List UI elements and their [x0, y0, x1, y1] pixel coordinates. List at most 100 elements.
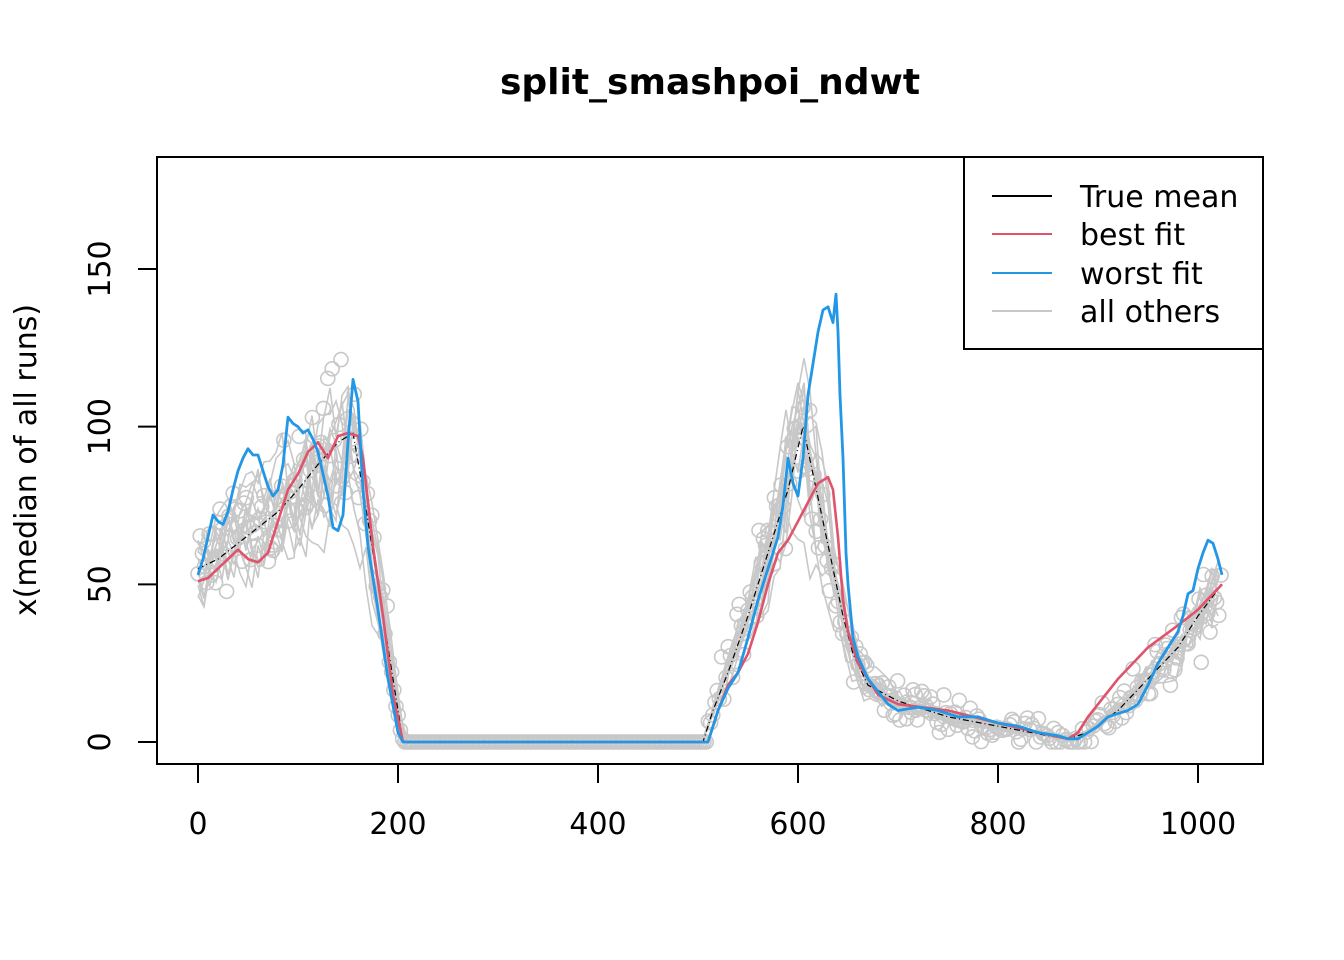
- observation-point: [720, 638, 737, 655]
- observation-point: [207, 574, 224, 591]
- observation-point: [324, 360, 341, 377]
- other-run-line: [197, 406, 1219, 743]
- other-run-line: [197, 420, 1219, 743]
- x-tick-label: 200: [369, 807, 426, 842]
- observation-point: [889, 673, 906, 689]
- y-axis-title: x(median of all runs): [9, 304, 44, 616]
- y-tick-label: 0: [83, 732, 118, 751]
- observation-point: [322, 447, 338, 464]
- observation-point: [951, 692, 968, 709]
- observation-point: [814, 486, 831, 503]
- observation-point: [1096, 715, 1113, 732]
- y-axis: 0 50 100 150: [83, 240, 158, 752]
- observation-point: [341, 448, 358, 465]
- observation-point: [243, 551, 259, 568]
- chart-title: split_smashpoi_ndwt: [500, 62, 920, 103]
- legend-label-best-fit: best fit: [1080, 218, 1185, 253]
- observation-point: [335, 468, 352, 484]
- observation-point: [280, 513, 297, 529]
- observation-point: [781, 475, 798, 492]
- observation-point: [924, 696, 941, 712]
- observation-point: [218, 583, 235, 600]
- observation-point: [315, 400, 332, 417]
- observation-point: [766, 489, 783, 506]
- observation-point: [1147, 636, 1163, 653]
- observation-point: [779, 438, 796, 455]
- legend-label-all-others: all others: [1080, 295, 1220, 330]
- observation-point: [1204, 568, 1220, 585]
- observation-point: [940, 721, 957, 738]
- observation-point: [773, 477, 789, 493]
- all-others-layer: [190, 351, 1229, 750]
- observation-point: [199, 574, 215, 591]
- observation-point: [302, 462, 319, 479]
- observation-point: [880, 678, 897, 695]
- observation-point: [753, 555, 770, 572]
- observation-point: [792, 417, 809, 434]
- observation-point: [909, 712, 926, 728]
- observation-point: [1189, 613, 1205, 630]
- x-tick-label: 0: [188, 807, 207, 842]
- observation-point: [806, 466, 822, 483]
- observation-point: [1171, 636, 1187, 653]
- observation-point: [319, 370, 336, 387]
- legend-label-worst-fit: worst fit: [1080, 257, 1203, 292]
- series-lines-layer: [196, 292, 1224, 744]
- legend-label-true-mean: True mean: [1079, 180, 1238, 215]
- observation-point: [1202, 624, 1218, 640]
- x-tick-label: 800: [969, 807, 1026, 842]
- observation-point: [286, 471, 303, 488]
- observation-point: [830, 593, 847, 610]
- observation-point: [1186, 620, 1203, 637]
- observation-point: [1012, 731, 1029, 748]
- observation-point: [770, 506, 787, 523]
- observation-point: [817, 538, 833, 554]
- observation-point: [326, 432, 343, 449]
- x-axis: 0 200 400 600 800 1000: [188, 763, 1236, 842]
- observation-point: [845, 674, 862, 690]
- legend: True mean best fit worst fit all others: [963, 156, 1264, 350]
- observation-point: [273, 478, 290, 494]
- observation-point: [731, 596, 748, 613]
- observation-point: [264, 542, 281, 559]
- x-tick-label: 400: [569, 807, 626, 842]
- observation-point: [931, 724, 948, 741]
- legend-box: [963, 156, 1264, 350]
- observation-point: [306, 489, 323, 506]
- observation-point: [238, 489, 255, 506]
- observation-point: [333, 351, 349, 368]
- x-tick-label: 1000: [1160, 807, 1236, 842]
- observation-point: [916, 687, 932, 704]
- observation-point: [821, 582, 838, 599]
- observation-point: [203, 567, 219, 583]
- observation-point: [247, 525, 263, 542]
- worst-fit-line: [196, 292, 1224, 744]
- observation-point: [704, 707, 721, 723]
- observation-point: [258, 514, 275, 530]
- observation-point: [797, 458, 814, 475]
- observation-point: [1193, 654, 1209, 671]
- x-tick-label: 600: [769, 807, 826, 842]
- observation-point: [810, 539, 827, 556]
- observation-point: [304, 409, 321, 426]
- other-run-line: [197, 424, 1219, 743]
- observation-point: [1162, 677, 1179, 694]
- observation-point: [350, 489, 367, 506]
- observation-point: [317, 497, 334, 514]
- observation-point: [1083, 733, 1099, 750]
- observation-point: [801, 402, 818, 419]
- y-tick-label: 150: [83, 240, 118, 297]
- observation-point: [1030, 710, 1047, 727]
- observation-point: [935, 687, 952, 703]
- best-fit-line: [197, 431, 1223, 744]
- y-tick-label: 100: [83, 398, 118, 455]
- observation-point: [1200, 605, 1216, 622]
- observation-point: [1211, 607, 1227, 624]
- observation-point: [1167, 661, 1183, 678]
- observation-point: [330, 416, 347, 433]
- observation-point: [339, 410, 356, 427]
- y-tick-label: 50: [83, 565, 118, 603]
- observation-point: [232, 502, 248, 519]
- other-run-line: [197, 382, 1219, 743]
